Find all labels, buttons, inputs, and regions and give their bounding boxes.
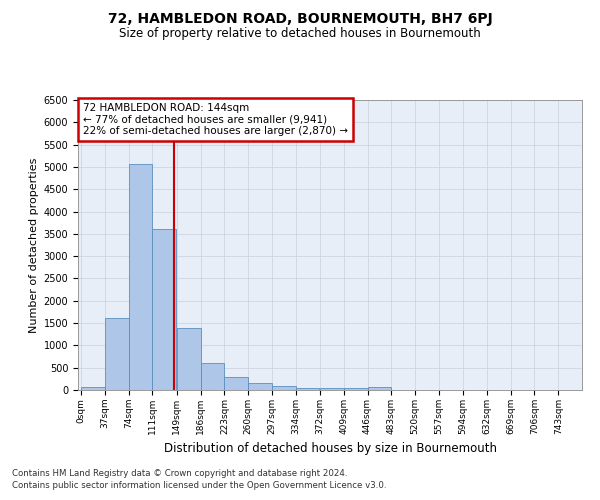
Bar bbox=[224, 376, 248, 390]
Bar bbox=[200, 363, 224, 390]
Text: 72 HAMBLEDON ROAD: 144sqm
← 77% of detached houses are smaller (9,941)
22% of se: 72 HAMBLEDON ROAD: 144sqm ← 77% of detac… bbox=[83, 103, 348, 136]
Bar bbox=[320, 388, 344, 390]
Bar bbox=[296, 388, 319, 390]
Bar bbox=[152, 230, 176, 390]
Text: Size of property relative to detached houses in Bournemouth: Size of property relative to detached ho… bbox=[119, 28, 481, 40]
Bar bbox=[105, 318, 129, 390]
Text: Contains public sector information licensed under the Open Government Licence v3: Contains public sector information licen… bbox=[12, 481, 386, 490]
Y-axis label: Number of detached properties: Number of detached properties bbox=[29, 158, 40, 332]
Bar bbox=[129, 164, 152, 390]
Bar bbox=[344, 388, 368, 390]
Bar bbox=[368, 387, 391, 390]
Text: Contains HM Land Registry data © Crown copyright and database right 2024.: Contains HM Land Registry data © Crown c… bbox=[12, 468, 347, 477]
Bar bbox=[272, 386, 296, 390]
Text: 72, HAMBLEDON ROAD, BOURNEMOUTH, BH7 6PJ: 72, HAMBLEDON ROAD, BOURNEMOUTH, BH7 6PJ bbox=[107, 12, 493, 26]
X-axis label: Distribution of detached houses by size in Bournemouth: Distribution of detached houses by size … bbox=[163, 442, 497, 456]
Bar bbox=[177, 328, 200, 390]
Bar bbox=[81, 386, 105, 390]
Bar bbox=[248, 383, 272, 390]
